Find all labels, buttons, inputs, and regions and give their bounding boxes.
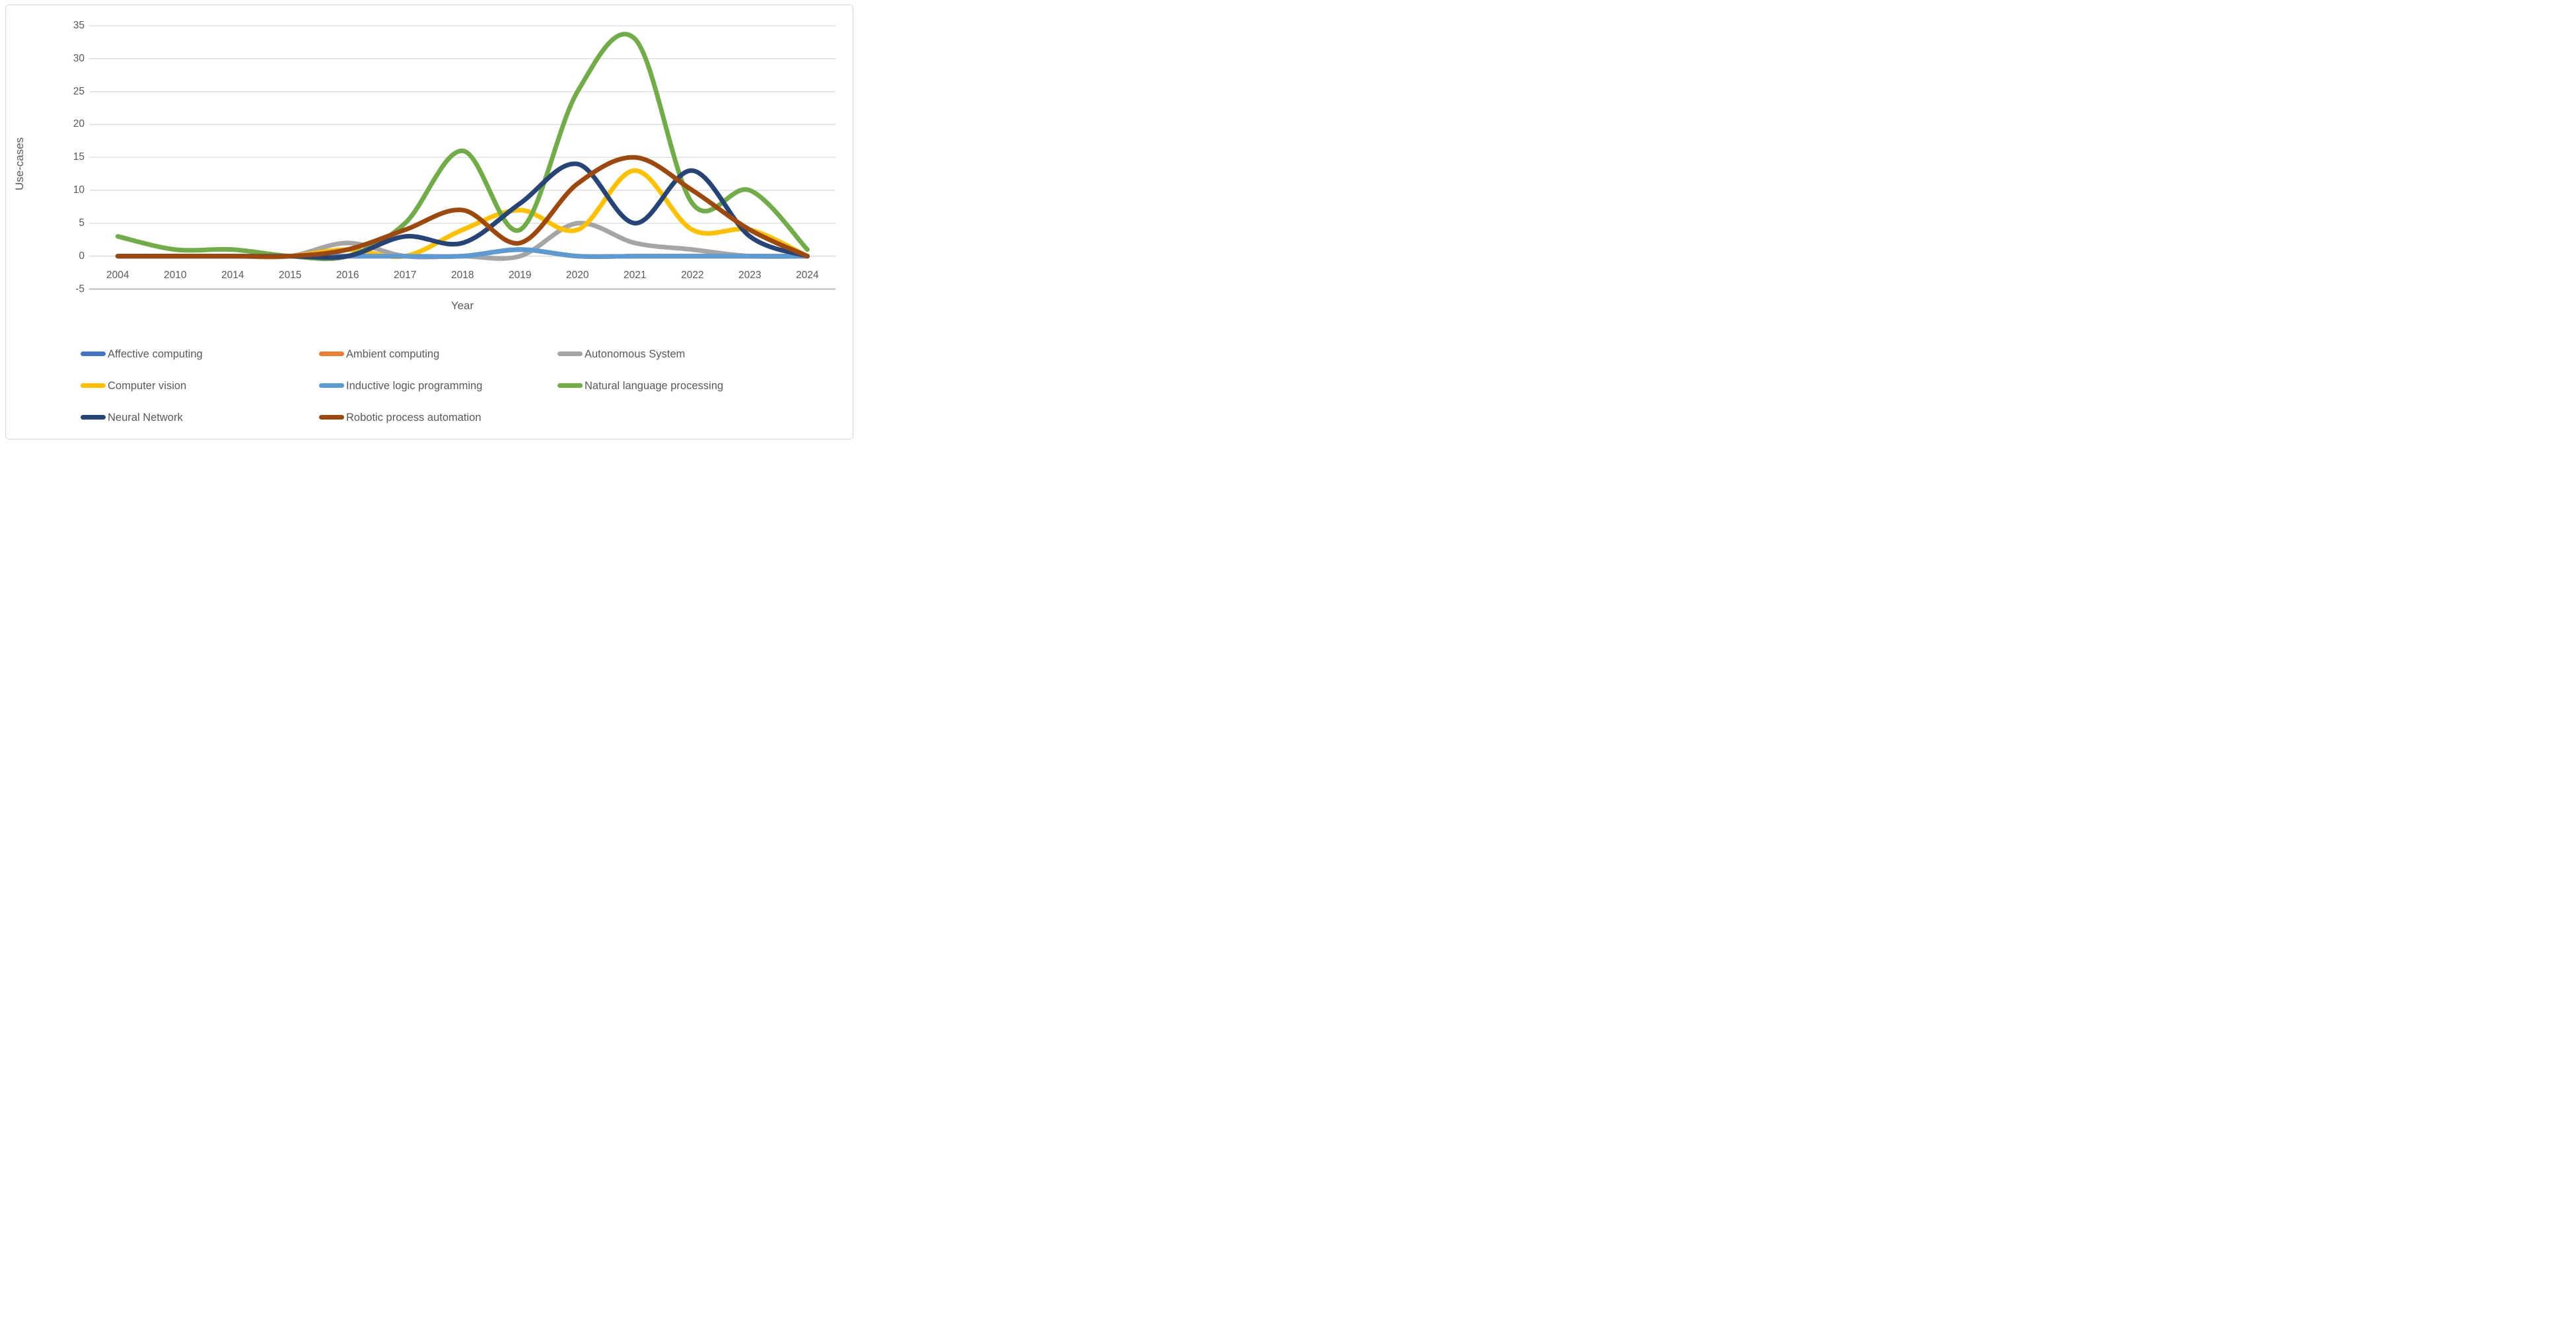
y-tick-label-20: 20	[73, 118, 85, 130]
legend-swatch-icon	[319, 352, 344, 356]
x-tick-label-2019: 2019	[509, 270, 532, 281]
x-tick-label-2017: 2017	[394, 270, 417, 281]
legend-item-inductive-logic-programming: Inductive logic programming	[319, 380, 482, 392]
legend-label: Neural Network	[108, 412, 183, 424]
x-tick-label-2016: 2016	[336, 270, 359, 281]
series-line-natural-language-processing	[115, 32, 810, 262]
legend-label: Ambient computing	[346, 348, 440, 360]
x-axis-title: Year	[450, 299, 474, 312]
legend-swatch-icon	[81, 415, 106, 420]
legend-item-natural-language-processing: Natural language processing	[557, 380, 723, 392]
legend-label: Robotic process automation	[346, 412, 482, 424]
legend-item-ambient-computing: Ambient computing	[319, 348, 439, 360]
x-tick-label-2022: 2022	[681, 270, 704, 281]
legend-swatch-icon	[319, 415, 344, 420]
x-tick-label-2014: 2014	[221, 270, 244, 281]
legend-label: Affective computing	[108, 348, 203, 360]
legend-label: Computer vision	[108, 380, 187, 392]
chart-page: Use-cases Year 35 30 25 20 15 10 5 0 -5 2004 2010…	[0, 0, 859, 444]
x-tick-label-2010: 2010	[164, 270, 187, 281]
y-tick-label-30: 30	[73, 52, 85, 64]
legend-swatch-icon	[557, 383, 583, 388]
legend-item-neural-network: Neural Network	[81, 412, 183, 424]
y-tick-label-10: 10	[73, 184, 85, 196]
y-axis-title: Use-cases	[13, 137, 26, 191]
chart-border	[5, 5, 853, 439]
series-line-robotic-process-automation	[115, 155, 810, 259]
y-tick-label--5: -5	[75, 283, 85, 295]
legend-swatch-icon	[319, 383, 344, 388]
x-tick-label-2024: 2024	[796, 270, 819, 281]
legend-swatch-icon	[81, 383, 106, 388]
x-tick-label-2021: 2021	[624, 270, 647, 281]
x-tick-label-2020: 2020	[566, 270, 589, 281]
legend-swatch-icon	[81, 352, 106, 356]
x-tick-label-2018: 2018	[451, 270, 474, 281]
legend-label: Natural language processing	[585, 380, 724, 392]
y-tick-label-15: 15	[73, 151, 85, 163]
y-tick-label-35: 35	[73, 20, 85, 31]
y-tick-label-5: 5	[79, 217, 85, 229]
legend-item-affective-computing: Affective computing	[81, 348, 203, 360]
legend-item-computer-vision: Computer vision	[81, 380, 186, 392]
legend-label: Inductive logic programming	[346, 380, 483, 392]
y-tick-label-25: 25	[73, 85, 85, 97]
x-tick-label-2015: 2015	[279, 270, 302, 281]
legend-label: Autonomous System	[585, 348, 686, 360]
legend-swatch-icon	[557, 352, 583, 356]
legend-item-robotic-process-automation: Robotic process automation	[319, 412, 482, 424]
legend-item-autonomous-system: Autonomous System	[557, 348, 685, 360]
x-tick-label-2004: 2004	[106, 270, 129, 281]
y-tick-label-0: 0	[79, 250, 85, 262]
line-chart-plot-area	[89, 25, 836, 290]
x-tick-label-2023: 2023	[738, 270, 762, 281]
